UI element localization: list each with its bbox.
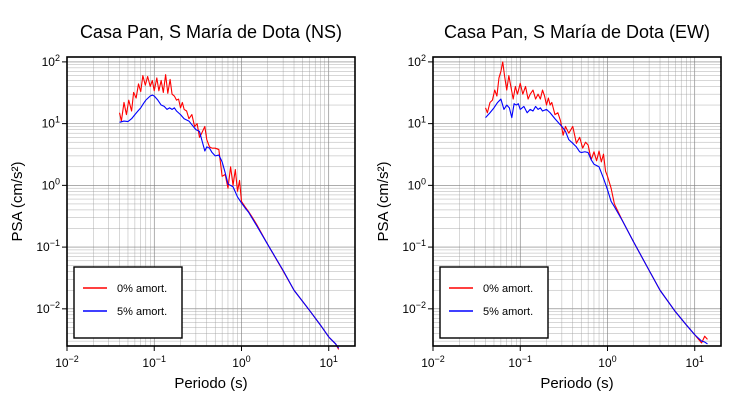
chart-legend: 0% amort. 5% amort. xyxy=(73,266,183,339)
x-tick-label-exponent: 1 xyxy=(333,354,338,364)
x-tick-label-base: 10 xyxy=(421,356,435,370)
y-tick-label: 101 xyxy=(408,115,426,131)
legend-label: 0% amort. xyxy=(483,283,533,295)
chart-legend: 0% amort. 5% amort. xyxy=(439,266,549,339)
x-tick-label-exponent: 0 xyxy=(612,354,617,364)
y-tick-label-exponent: 2 xyxy=(421,53,426,63)
x-tick-label-exponent: −2 xyxy=(69,354,79,364)
y-tick-label: 10−1 xyxy=(402,238,426,254)
y-tick-label-exponent: −2 xyxy=(416,300,426,310)
y-tick-label-exponent: 2 xyxy=(55,53,60,63)
series-line-damped xyxy=(119,94,340,349)
y-tick-label: 102 xyxy=(408,53,426,69)
y-tick-label-exponent: 1 xyxy=(421,115,426,125)
y-tick-label-base: 10 xyxy=(408,55,422,69)
x-tick-label: 101 xyxy=(686,354,704,370)
x-axis-label: Periodo (s) xyxy=(540,375,613,392)
x-tick-label: 10−1 xyxy=(142,354,166,370)
x-tick-label: 10−2 xyxy=(55,354,79,370)
y-tick-label-base: 10 xyxy=(42,178,56,192)
y-tick-label-base: 10 xyxy=(402,240,416,254)
series-line-damped xyxy=(485,98,708,345)
chart-title: Casa Pan, S María de Dota (NS) xyxy=(80,22,342,42)
y-tick-label-base: 10 xyxy=(408,117,422,131)
legend-label: 5% amort. xyxy=(483,306,533,318)
x-tick-label: 100 xyxy=(232,354,250,370)
y-tick-label: 10−2 xyxy=(402,300,426,316)
legend-label: 0% amort. xyxy=(117,283,167,295)
plot-grid xyxy=(433,57,721,346)
x-tick-label-base: 10 xyxy=(55,356,69,370)
chart-title: Casa Pan, S María de Dota (EW) xyxy=(444,22,710,42)
y-tick-label-exponent: −2 xyxy=(50,300,60,310)
y-tick-label-base: 10 xyxy=(36,240,50,254)
y-tick-label: 101 xyxy=(42,115,60,131)
x-tick-label: 101 xyxy=(320,354,338,370)
y-tick-label: 10−2 xyxy=(36,300,60,316)
series-line-undamped xyxy=(118,74,340,350)
y-axis-label: PSA (cm/s²) xyxy=(375,161,392,241)
x-tick-label-base: 10 xyxy=(320,356,334,370)
plot-frame xyxy=(66,56,356,347)
y-tick-label-exponent: 0 xyxy=(421,176,426,186)
y-axis-label: PSA (cm/s²) xyxy=(9,161,26,241)
y-tick-label-base: 10 xyxy=(408,178,422,192)
x-tick-label-exponent: −1 xyxy=(156,354,166,364)
legend-box xyxy=(73,266,183,339)
y-tick-label-exponent: −1 xyxy=(416,238,426,248)
y-tick-label-base: 10 xyxy=(42,117,56,131)
x-tick-label-exponent: 0 xyxy=(246,354,251,364)
legend-label: 5% amort. xyxy=(117,306,167,318)
y-tick-label: 100 xyxy=(42,176,60,192)
y-tick-label-base: 10 xyxy=(36,302,50,316)
x-tick-label: 10−2 xyxy=(421,354,445,370)
x-tick-label: 100 xyxy=(598,354,616,370)
y-tick-label-exponent: 1 xyxy=(55,115,60,125)
x-tick-label-base: 10 xyxy=(142,356,156,370)
x-tick-label-exponent: 1 xyxy=(699,354,704,364)
y-tick-label: 100 xyxy=(408,176,426,192)
y-tick-label: 102 xyxy=(42,53,60,69)
x-axis-label: Periodo (s) xyxy=(174,375,247,392)
x-tick-label-exponent: −1 xyxy=(522,354,532,364)
y-tick-label-base: 10 xyxy=(42,55,56,69)
x-tick-label: 10−1 xyxy=(508,354,532,370)
x-tick-label-exponent: −2 xyxy=(435,354,445,364)
x-tick-label-base: 10 xyxy=(598,356,612,370)
y-tick-label-base: 10 xyxy=(402,302,416,316)
y-tick-label: 10−1 xyxy=(36,238,60,254)
x-tick-label-base: 10 xyxy=(232,356,246,370)
x-tick-label-base: 10 xyxy=(686,356,700,370)
plot-frame xyxy=(432,56,722,347)
y-tick-label-exponent: 0 xyxy=(55,176,60,186)
y-tick-label-exponent: −1 xyxy=(50,238,60,248)
legend-box xyxy=(439,266,549,339)
x-tick-label-base: 10 xyxy=(508,356,522,370)
series-line-undamped xyxy=(485,61,708,344)
